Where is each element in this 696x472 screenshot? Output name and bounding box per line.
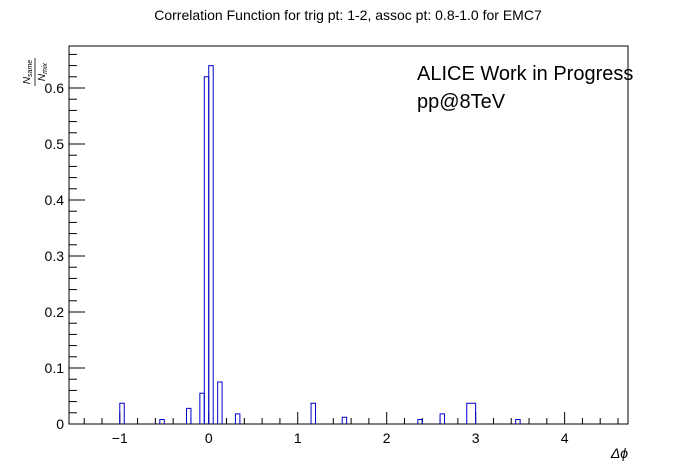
histogram-bin — [417, 419, 423, 424]
x-tick-label: 0 — [205, 430, 213, 446]
histogram-bin — [515, 419, 521, 424]
annotation-alice: ALICE Work in Progress — [417, 63, 633, 85]
y-tick-label: 0.3 — [45, 248, 65, 264]
histogram-bin — [208, 65, 214, 424]
histogram-bin — [439, 413, 446, 424]
chart-title: Correlation Function for trig pt: 1-2, a… — [154, 7, 542, 23]
plot-frame — [68, 45, 629, 425]
y-tick-label: 0.4 — [45, 192, 65, 208]
x-tick-label: 3 — [472, 430, 480, 446]
histogram-bin — [203, 76, 210, 424]
histogram-bin — [159, 419, 165, 424]
x-tick-label: 1 — [294, 430, 302, 446]
histogram-bin — [466, 402, 477, 424]
histogram-bin — [119, 402, 125, 424]
x-tick-label: 2 — [383, 430, 391, 446]
y-tick-label: 0.1 — [45, 360, 65, 376]
x-tick-label: 4 — [561, 430, 569, 446]
histogram-bin — [234, 413, 241, 424]
annotation-energy: pp@8TeV — [417, 91, 506, 113]
x-axis-ticks: −1 0 1 2 3 4 — [83, 412, 619, 446]
y-tick-label: 0.2 — [45, 304, 65, 320]
histogram-bin — [217, 381, 223, 424]
x-tick-label: −1 — [112, 430, 128, 446]
y-axis-label-numerator: Nsame — [22, 60, 34, 84]
y-tick-label: 0 — [56, 416, 64, 432]
y-axis-label: Nsame Nmix — [22, 58, 49, 86]
y-tick-label: 0.5 — [45, 136, 65, 152]
y-axis-ticks: 0 0.1 0.2 0.3 0.4 0.5 0.6 — [45, 53, 85, 432]
histogram-bin — [199, 392, 205, 424]
x-axis-label: Δϕ — [610, 445, 628, 461]
y-tick-label: 0.6 — [45, 80, 65, 96]
histogram-bin — [341, 416, 348, 424]
y-axis-label-denominator: Nmix — [37, 62, 49, 81]
histogram-bars — [119, 65, 521, 424]
histogram-bin — [310, 402, 317, 424]
histogram-bin — [186, 407, 192, 424]
